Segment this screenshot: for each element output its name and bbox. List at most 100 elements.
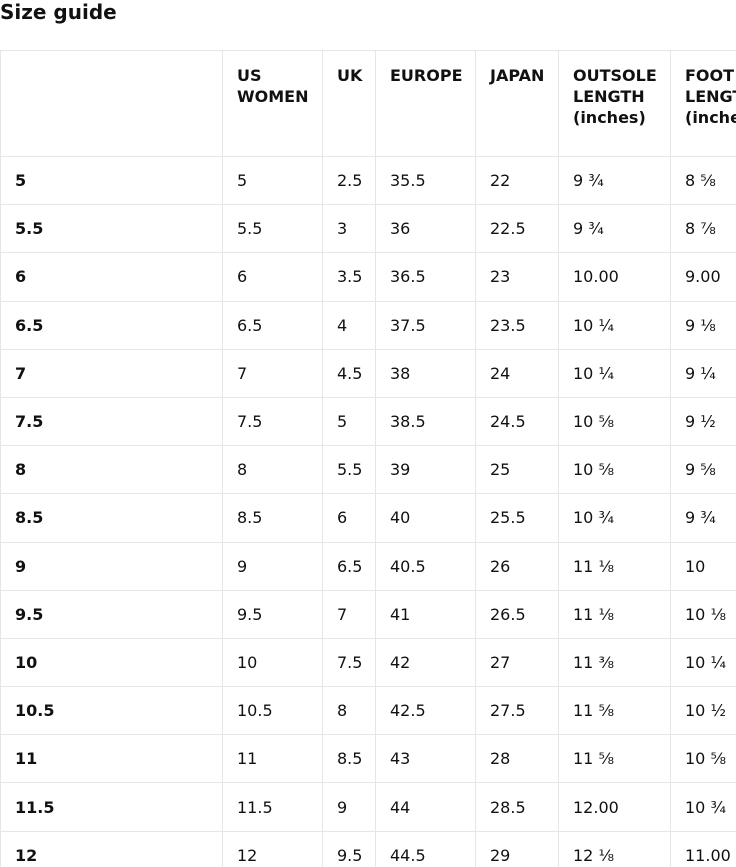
size-cell: 6.5 (0, 300, 223, 350)
table-cell: 5 (322, 396, 376, 447)
size-cell: 10 (0, 637, 223, 688)
table-cell: 8 (222, 445, 323, 495)
size-cell: 11 (0, 734, 223, 784)
header-label: UK (337, 66, 363, 85)
table-cell: 25.5 (475, 493, 559, 543)
table-container: US WOMEN UK EUROPE JAPAN OUTSOLE LENGTH (inc… (0, 50, 736, 867)
table-cell: 5 (222, 155, 323, 206)
table-cell: 27 (475, 637, 559, 688)
table-cell: 9 ½ (670, 396, 736, 447)
table-cell: 6.5 (222, 300, 323, 350)
size-cell: 9.5 (0, 589, 223, 639)
table-cell: 42.5 (375, 686, 476, 736)
table-cell: 9.5 (322, 830, 376, 867)
size-cell: 8.5 (0, 493, 223, 543)
table-cell: 28 (475, 734, 559, 784)
table-cell: 11 ⅝ (558, 686, 671, 736)
table-cell: 8 ⅝ (670, 155, 736, 206)
size-cell: 7 (0, 348, 223, 398)
table-cell: 9 ¾ (558, 155, 671, 206)
table-cell: 12 ⅛ (558, 830, 671, 867)
table-cell: 12 (222, 830, 323, 867)
table-cell: 7.5 (322, 637, 376, 688)
table-cell: 9.5 (222, 589, 323, 639)
table-cell: 24 (475, 348, 559, 398)
table-cell: 10.00 (558, 252, 671, 302)
table-cell: 7 (222, 348, 323, 398)
table-cell: 2.5 (322, 155, 376, 206)
size-cell: 9 (0, 541, 223, 591)
table-cell: 8.5 (222, 493, 323, 543)
table-cell: 10 (222, 637, 323, 688)
header-cell: JAPAN (475, 50, 559, 157)
table-cell: 26 (475, 541, 559, 591)
table-cell: 38.5 (375, 396, 476, 447)
table-cell: 9 ¾ (670, 493, 736, 543)
table-row: 10 10 7.5 42 27 11 ⅜ 10 ¼ (0, 637, 736, 688)
table-row: 11.5 11.5 9 44 28.5 12.00 10 ¾ (0, 782, 736, 832)
size-cell: 12 (0, 830, 223, 867)
table-cell: 9 ⅛ (670, 300, 736, 350)
table-cell: 37.5 (375, 300, 476, 350)
table-cell: 10 ⅝ (558, 396, 671, 447)
table-cell: 29 (475, 830, 559, 867)
table-cell: 11 ⅛ (558, 589, 671, 639)
table-cell: 36.5 (375, 252, 476, 302)
table-cell: 10 ¼ (670, 637, 736, 688)
table-cell: 10 ⅝ (670, 734, 736, 784)
table-cell: 8 ⅞ (670, 204, 736, 254)
table-cell: 11 ⅝ (558, 734, 671, 784)
size-cell: 5 (0, 155, 223, 206)
table-cell: 44.5 (375, 830, 476, 867)
header-label: OUTSOLE LENGTH (inches) (573, 66, 657, 127)
table-cell: 28.5 (475, 782, 559, 832)
header-label: US WOMEN (237, 66, 309, 106)
table-cell: 43 (375, 734, 476, 784)
table-cell: 25 (475, 445, 559, 495)
table-cell: 10 ¼ (558, 348, 671, 398)
header-row: US WOMEN UK EUROPE JAPAN OUTSOLE LENGTH (inc… (0, 50, 736, 157)
header-cell: FOOT LENGTH (inches) (670, 50, 736, 157)
table-row: 6 6 3.5 36.5 23 10.00 9.00 (0, 252, 736, 302)
table-cell: 3.5 (322, 252, 376, 302)
header-label: JAPAN (490, 66, 545, 85)
table-cell: 8.5 (322, 734, 376, 784)
header-cell (0, 50, 223, 157)
table-cell: 11.5 (222, 782, 323, 832)
table-cell: 10 ⅝ (558, 445, 671, 495)
table-row: 9.5 9.5 7 41 26.5 11 ⅛ 10 ⅛ (0, 589, 736, 639)
table-cell: 22 (475, 155, 559, 206)
table-cell: 10 ⅛ (670, 589, 736, 639)
table-cell: 4 (322, 300, 376, 350)
table-cell: 4.5 (322, 348, 376, 398)
table-cell: 23.5 (475, 300, 559, 350)
table-cell: 6 (222, 252, 323, 302)
size-cell: 5.5 (0, 204, 223, 254)
size-table: US WOMEN UK EUROPE JAPAN OUTSOLE LENGTH (inc… (0, 50, 736, 867)
table-cell: 22.5 (475, 204, 559, 254)
table-cell: 5.5 (322, 445, 376, 495)
table-cell: 36 (375, 204, 476, 254)
table-cell: 39 (375, 445, 476, 495)
table-cell: 7.5 (222, 396, 323, 447)
header-label: EUROPE (390, 66, 463, 85)
table-row: 9 9 6.5 40.5 26 11 ⅛ 10 (0, 541, 736, 591)
header-cell: OUTSOLE LENGTH (inches) (558, 50, 671, 157)
table-cell: 10 ¼ (558, 300, 671, 350)
table-cell: 5.5 (222, 204, 323, 254)
table-cell: 41 (375, 589, 476, 639)
table-cell: 40.5 (375, 541, 476, 591)
table-cell: 40 (375, 493, 476, 543)
table-cell: 11 ⅜ (558, 637, 671, 688)
table-cell: 9.00 (670, 252, 736, 302)
table-cell: 11 (222, 734, 323, 784)
table-cell: 38 (375, 348, 476, 398)
table-cell: 23 (475, 252, 559, 302)
table-cell: 26.5 (475, 589, 559, 639)
table-cell: 10 ½ (670, 686, 736, 736)
